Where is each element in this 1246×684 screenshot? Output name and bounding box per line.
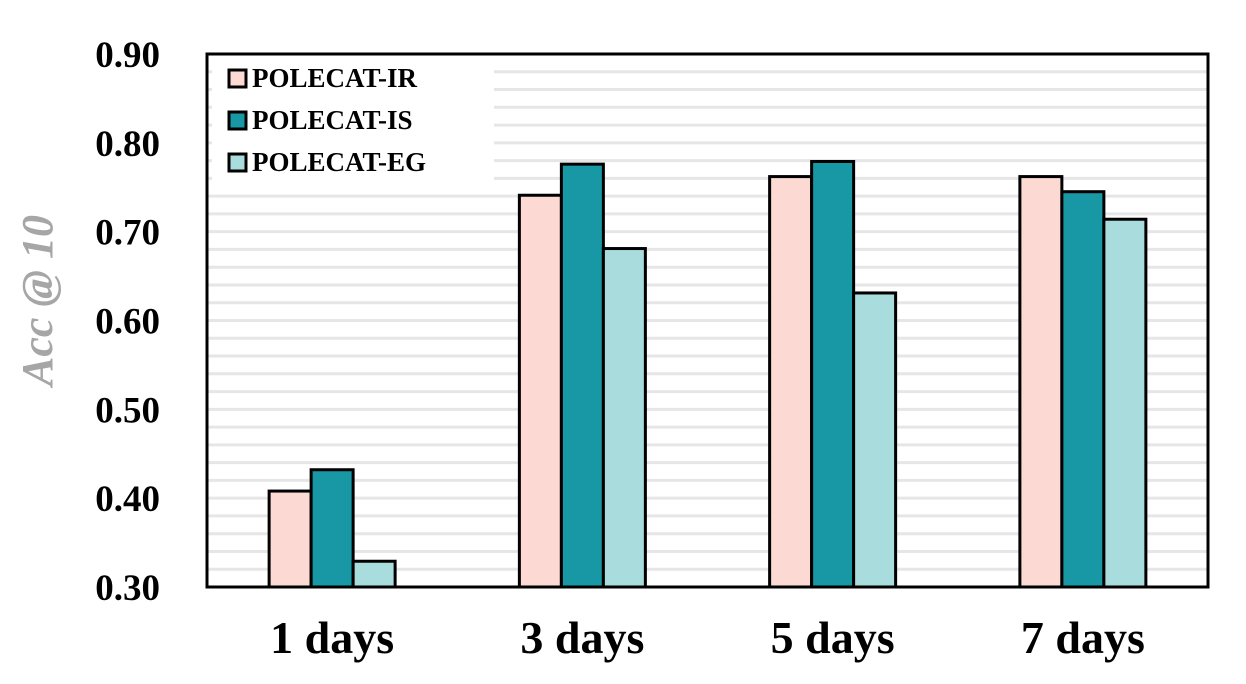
legend-background bbox=[212, 59, 494, 191]
legend-swatch bbox=[227, 152, 248, 173]
y-tick-label: 0.70 bbox=[95, 213, 160, 254]
x-category-label: 3 days bbox=[520, 612, 644, 663]
bar-polecat-eg-2 bbox=[601, 247, 647, 589]
bar-polecat-is-1 bbox=[309, 468, 355, 589]
bar-polecat-is-3 bbox=[810, 159, 856, 589]
bar-polecat-ir-1 bbox=[267, 489, 313, 589]
plot-area-frame bbox=[205, 52, 1210, 589]
legend: POLECAT-IR POLECAT-IS POLECAT-EG bbox=[212, 59, 494, 191]
legend-swatch bbox=[227, 68, 248, 89]
bar-polecat-eg-3 bbox=[852, 291, 898, 589]
bars bbox=[267, 159, 1148, 589]
x-category-label: 7 days bbox=[1021, 612, 1145, 663]
y-tick-label: 0.30 bbox=[95, 568, 160, 609]
bar-polecat-is-4 bbox=[1060, 190, 1106, 589]
y-axis-ticks: 0.30 0.40 0.50 0.60 0.70 0.80 0.90 bbox=[95, 35, 160, 609]
bar-polecat-ir-3 bbox=[768, 175, 814, 589]
y-tick-label: 0.80 bbox=[95, 124, 160, 165]
y-tick-label: 0.50 bbox=[95, 390, 160, 431]
legend-label: POLECAT-IR bbox=[252, 63, 418, 93]
bar-polecat-eg-4 bbox=[1102, 217, 1148, 589]
bar-polecat-is-2 bbox=[559, 162, 605, 589]
y-tick-label: 0.60 bbox=[95, 302, 160, 343]
bar-polecat-ir-2 bbox=[517, 193, 563, 589]
legend-label: POLECAT-IS bbox=[252, 105, 413, 135]
y-axis-label: Acc @ 10 bbox=[13, 215, 62, 389]
y-tick-label: 0.40 bbox=[95, 479, 160, 520]
bar-polecat-eg-1 bbox=[351, 559, 397, 589]
y-tick-label: 0.90 bbox=[95, 35, 160, 76]
x-axis-categories: 1 days 3 days 5 days 7 days bbox=[270, 612, 1145, 663]
bar-polecat-ir-4 bbox=[1018, 175, 1064, 589]
legend-swatch bbox=[227, 110, 248, 131]
x-category-label: 5 days bbox=[771, 612, 895, 663]
legend-label: POLECAT-EG bbox=[252, 147, 426, 177]
x-category-label: 1 days bbox=[270, 612, 394, 663]
